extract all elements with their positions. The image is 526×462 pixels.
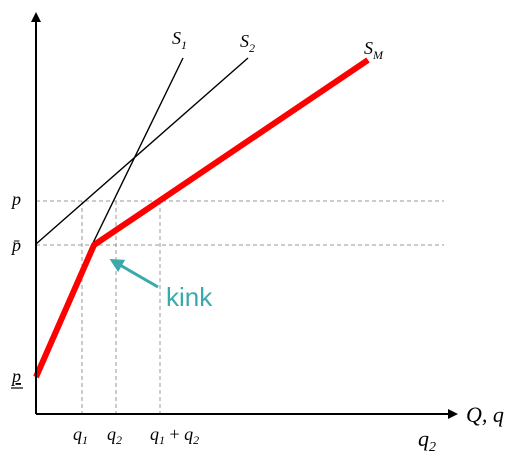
supply-curve-s2 [35, 57, 249, 245]
supply-curve-s1 [91, 57, 184, 246]
label-sm: SM [364, 38, 384, 62]
x-label-q2: q2 [107, 424, 122, 447]
x-axis-subtitle: q2 [418, 426, 436, 455]
kink-arrow [109, 258, 159, 289]
y-label-p-underline: p [10, 366, 21, 386]
y-label-p: p [10, 189, 21, 209]
x-label-q1-plus-q2: q1 + q2 [150, 424, 199, 447]
market-supply-curve [33, 57, 370, 379]
x-axis-title: Q, q [466, 402, 504, 427]
x-label-q1: q1 [73, 424, 88, 447]
label-s2: S2 [240, 31, 255, 55]
guide-lines [36, 200, 444, 414]
kink-label: kink [166, 282, 213, 312]
label-s1: S1 [172, 28, 187, 52]
y-label-p-bar: p̄ [10, 235, 21, 255]
